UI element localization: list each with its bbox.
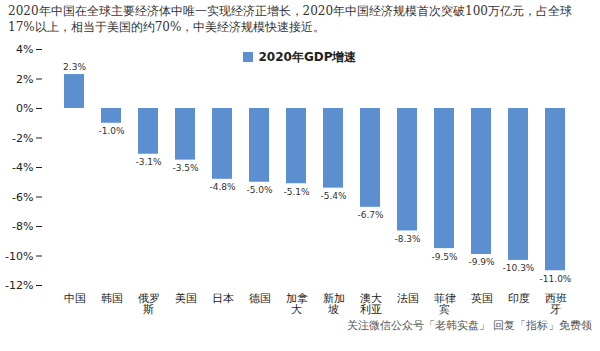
svg-text:-4.8%: -4.8% [209, 182, 236, 192]
svg-text:西班牙: 西班牙 [545, 292, 567, 316]
svg-text:-3.1%: -3.1% [135, 157, 162, 167]
svg-text:0%: 0% [16, 102, 33, 115]
svg-text:-5.4%: -5.4% [320, 191, 347, 201]
svg-text:法国: 法国 [397, 292, 419, 305]
svg-text:-3.5%: -3.5% [172, 163, 199, 173]
svg-text:-10.3%: -10.3% [503, 263, 535, 273]
svg-text:韩国: 韩国 [101, 292, 123, 305]
svg-text:日本: 日本 [212, 292, 234, 305]
svg-text:-9.5%: -9.5% [431, 252, 458, 262]
svg-text:中国: 中国 [64, 292, 86, 305]
svg-text:-4%: -4% [12, 161, 33, 174]
svg-text:-5.1%: -5.1% [283, 187, 310, 197]
svg-text:2.3%: 2.3% [63, 62, 86, 72]
svg-text:印度: 印度 [508, 292, 530, 305]
svg-text:-11.0%: -11.0% [540, 274, 572, 284]
svg-text:-5.0%: -5.0% [246, 185, 273, 195]
svg-text:-2%: -2% [12, 132, 33, 145]
svg-text:德国: 德国 [249, 292, 271, 305]
svg-text:英国: 英国 [471, 292, 493, 305]
svg-text:4%: 4% [16, 43, 33, 56]
html-text:关注微信公众号「老韩实盘」 回复「指标」免费领: 关注微信公众号「老韩实盘」 回复「指标」免费领 [346, 319, 592, 332]
html-text:2020年中国在全球主要经济体中唯一实现经济正增长，2020: 2020年中国在全球主要经济体中唯一实现经济正增长，2020年中国经济规模首次突… [8, 4, 572, 34]
svg-text:澳大利亚: 澳大利亚 [360, 292, 382, 316]
svg-text:新加坡: 新加坡 [323, 292, 345, 316]
svg-text:-6%: -6% [12, 191, 33, 204]
svg-text:加拿大: 加拿大 [286, 292, 308, 316]
svg-text:-8%: -8% [12, 220, 33, 233]
svg-text:-6.7%: -6.7% [357, 210, 384, 220]
svg-text:-12%: -12% [5, 279, 33, 292]
svg-text:-8.3%: -8.3% [394, 234, 421, 244]
svg-text:美国: 美国 [175, 292, 197, 305]
svg-text:俄罗斯: 俄罗斯 [138, 292, 160, 316]
html-text:2020年GDP增速: 2020年GDP增速 [258, 50, 357, 64]
svg-text:-9.9%: -9.9% [468, 257, 495, 267]
svg-text:菲律宾: 菲律宾 [434, 292, 456, 316]
svg-text:2%: 2% [16, 73, 33, 86]
svg-text:-10%: -10% [5, 250, 33, 263]
svg-text:-1.0%: -1.0% [98, 126, 125, 136]
